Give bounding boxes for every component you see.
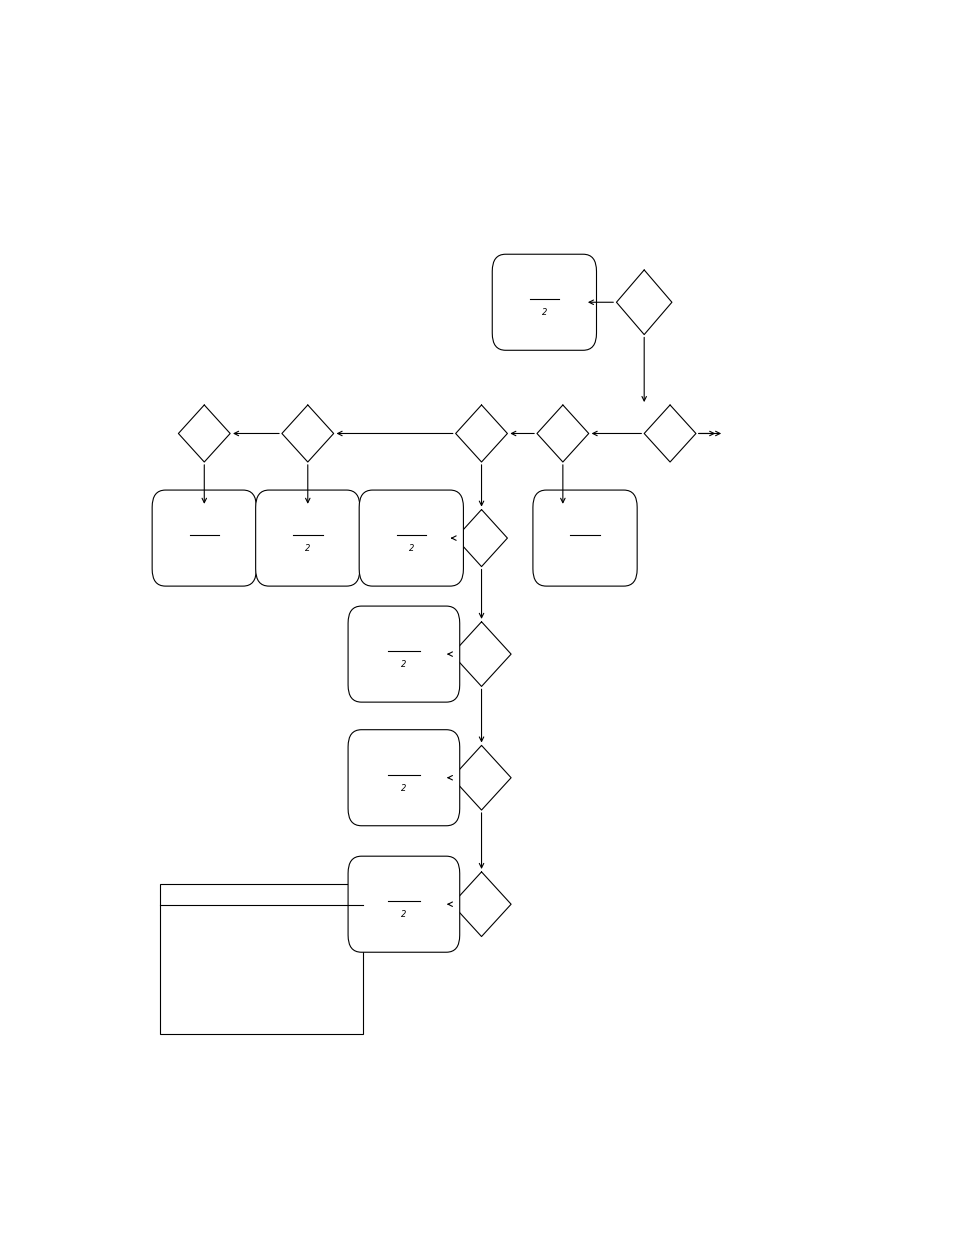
- FancyBboxPatch shape: [492, 254, 596, 351]
- FancyBboxPatch shape: [255, 490, 359, 587]
- Bar: [160, 884, 363, 1035]
- FancyBboxPatch shape: [348, 856, 459, 952]
- Text: 2: 2: [401, 910, 406, 919]
- Text: 2: 2: [408, 545, 414, 553]
- FancyBboxPatch shape: [533, 490, 637, 587]
- Text: 2: 2: [305, 545, 310, 553]
- Text: 2: 2: [401, 784, 406, 793]
- FancyBboxPatch shape: [152, 490, 256, 587]
- FancyBboxPatch shape: [358, 490, 463, 587]
- Text: 2: 2: [401, 661, 406, 669]
- FancyBboxPatch shape: [348, 730, 459, 826]
- FancyBboxPatch shape: [348, 606, 459, 703]
- Text: 2: 2: [541, 309, 546, 317]
